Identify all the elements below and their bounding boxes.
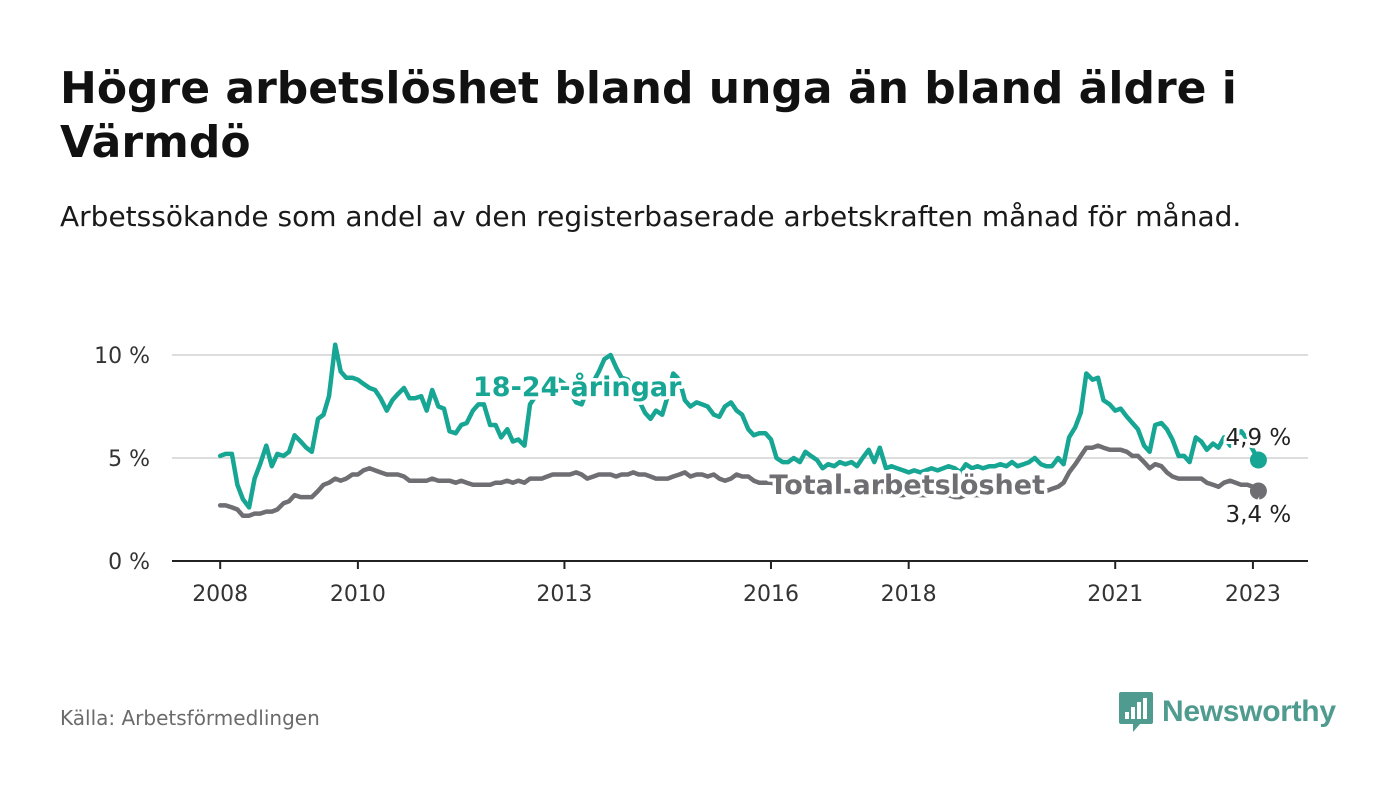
grid-layer: 0 % 5 % 10 % 2008 2010 2013 2016 2018 2021 2023 [94,344,1308,607]
source-note: Källa: Arbetsförmedlingen [60,706,320,730]
y-tick-label: 0 % [108,550,150,575]
y-tick-label: 10 % [94,344,150,369]
line-layer [217,342,1267,518]
series-line-youth [217,342,1261,510]
x-tick-label: 2021 [1087,582,1143,607]
brand-name: Newsworthy [1162,695,1336,728]
x-tick-label: 2016 [743,582,799,607]
series-line-total [217,443,1261,518]
x-tick-label: 2010 [330,582,386,607]
end-value-label-total: 3,4 % [1226,502,1292,528]
y-tick-label: 5 % [108,447,150,472]
chart-title: Högre arbetslöshet bland unga än bland ä… [60,63,1237,168]
label-layer: 18-24-åringar Total arbetslöshet 4,9 % 3,4 … [470,368,1295,531]
x-tick-label: 2013 [536,582,592,607]
bar-chart-speech-bubble-icon [1119,692,1153,732]
x-tick-label: 2023 [1225,582,1281,607]
chart-subtitle: Arbetssökande som andel av den registerb… [60,200,1242,233]
series-label-total: Total arbetslöshet [769,470,1045,501]
series-label-youth: 18-24-åringar [473,371,682,403]
x-tick-label: 2018 [881,582,937,607]
end-marker-youth [1249,451,1267,469]
x-tick-label: 2008 [192,582,248,607]
end-marker-total [1249,482,1267,500]
brand-logo[interactable]: Newsworthy [1118,690,1336,734]
end-value-label-youth: 4,9 % [1226,425,1292,451]
